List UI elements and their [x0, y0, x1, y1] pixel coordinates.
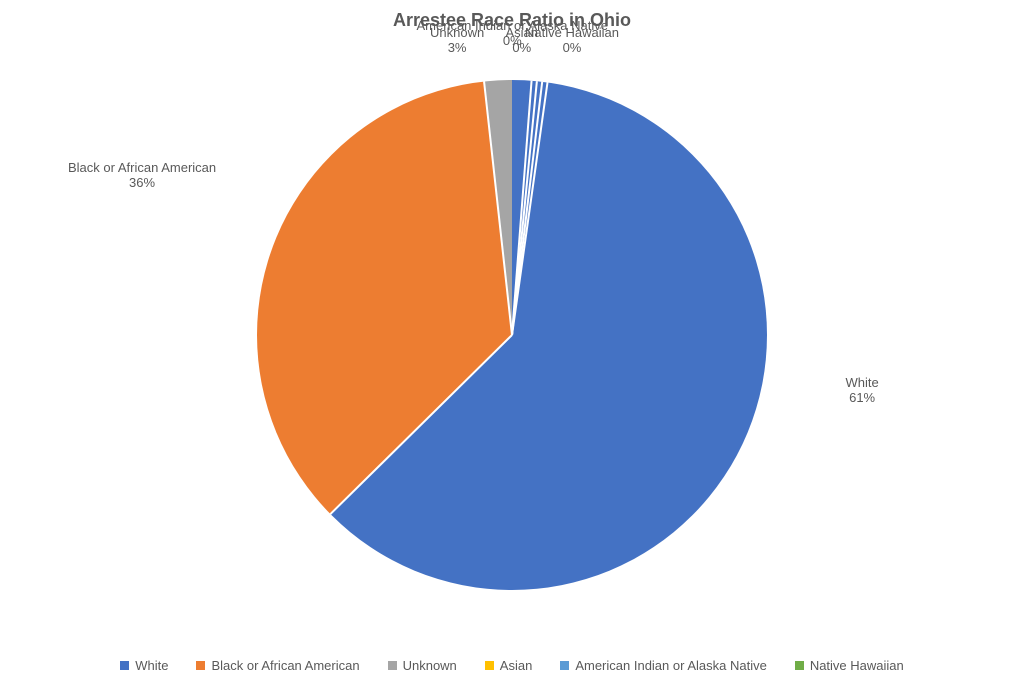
legend-label: Unknown — [403, 658, 457, 673]
legend-swatch — [560, 661, 569, 670]
legend-swatch — [196, 661, 205, 670]
legend-swatch — [485, 661, 494, 670]
legend-label: American Indian or Alaska Native — [575, 658, 766, 673]
slice-label: Black or African American36% — [68, 160, 216, 191]
legend-item: Unknown — [388, 658, 457, 673]
legend-swatch — [120, 661, 129, 670]
legend-item: Native Hawaiian — [795, 658, 904, 673]
legend-label: Asian — [500, 658, 533, 673]
legend-label: White — [135, 658, 168, 673]
legend-item: American Indian or Alaska Native — [560, 658, 766, 673]
legend-item: White — [120, 658, 168, 673]
slice-label: Native Hawaiian0% — [525, 25, 619, 56]
pie-chart: Arrestee Race Ratio in Ohio White61%Blac… — [0, 0, 1024, 683]
legend-label: Black or African American — [211, 658, 359, 673]
legend-item: Asian — [485, 658, 533, 673]
slice-label: White61% — [846, 375, 879, 406]
legend-swatch — [795, 661, 804, 670]
legend: White Black or African American Unknown Asi… — [0, 658, 1024, 673]
legend-swatch — [388, 661, 397, 670]
legend-label: Native Hawaiian — [810, 658, 904, 673]
legend-item: Black or African American — [196, 658, 359, 673]
